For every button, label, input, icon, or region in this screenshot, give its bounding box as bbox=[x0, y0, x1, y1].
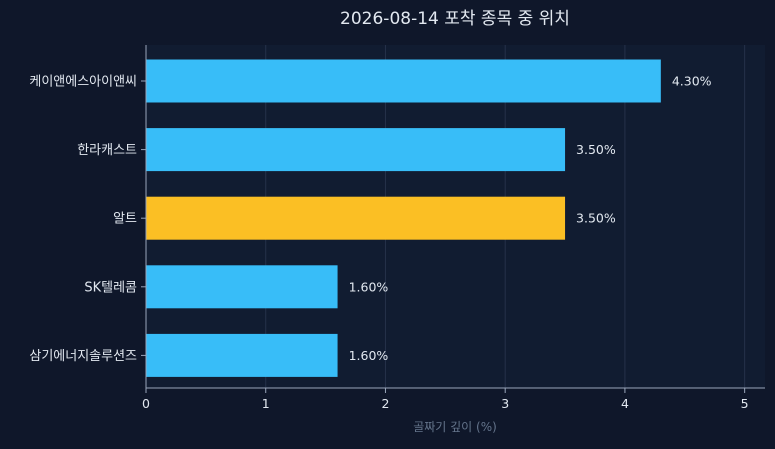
bar-value-label: 1.60% bbox=[349, 348, 389, 363]
bar bbox=[146, 128, 566, 172]
bar bbox=[146, 196, 566, 240]
bars bbox=[146, 59, 661, 377]
category-label: 한라캐스트 bbox=[77, 143, 137, 158]
bar-value-label: 4.30% bbox=[672, 74, 712, 89]
value-labels: 4.30% 3.50% 3.50% 1.60% 1.60% bbox=[349, 74, 712, 363]
x-tick-label: 4 bbox=[621, 396, 629, 411]
category-label: 삼기에너지솔루션즈 bbox=[29, 349, 137, 364]
x-tick-label: 3 bbox=[501, 396, 509, 411]
bar-value-label: 1.60% bbox=[349, 279, 389, 294]
bar-value-label: 3.50% bbox=[576, 211, 616, 226]
x-axis-label: 골짜기 깊이 (%) bbox=[413, 420, 497, 434]
x-axis: 0 1 2 3 4 5 bbox=[142, 387, 765, 411]
bar bbox=[146, 265, 338, 309]
bar bbox=[146, 59, 661, 103]
bar-value-label: 3.50% bbox=[576, 142, 616, 157]
x-tick-label: 1 bbox=[262, 396, 270, 411]
category-label: SK텔레콤 bbox=[84, 280, 137, 295]
chart-title: 2026-08-14 포착 종목 중 위치 bbox=[340, 9, 570, 29]
x-tick-label: 5 bbox=[741, 396, 749, 411]
category-label: 알트 bbox=[113, 212, 137, 227]
bar bbox=[146, 333, 338, 377]
x-tick-label: 2 bbox=[381, 396, 389, 411]
x-tick-label: 0 bbox=[142, 396, 150, 411]
category-label: 케이앤에스아이앤씨 bbox=[29, 75, 137, 90]
